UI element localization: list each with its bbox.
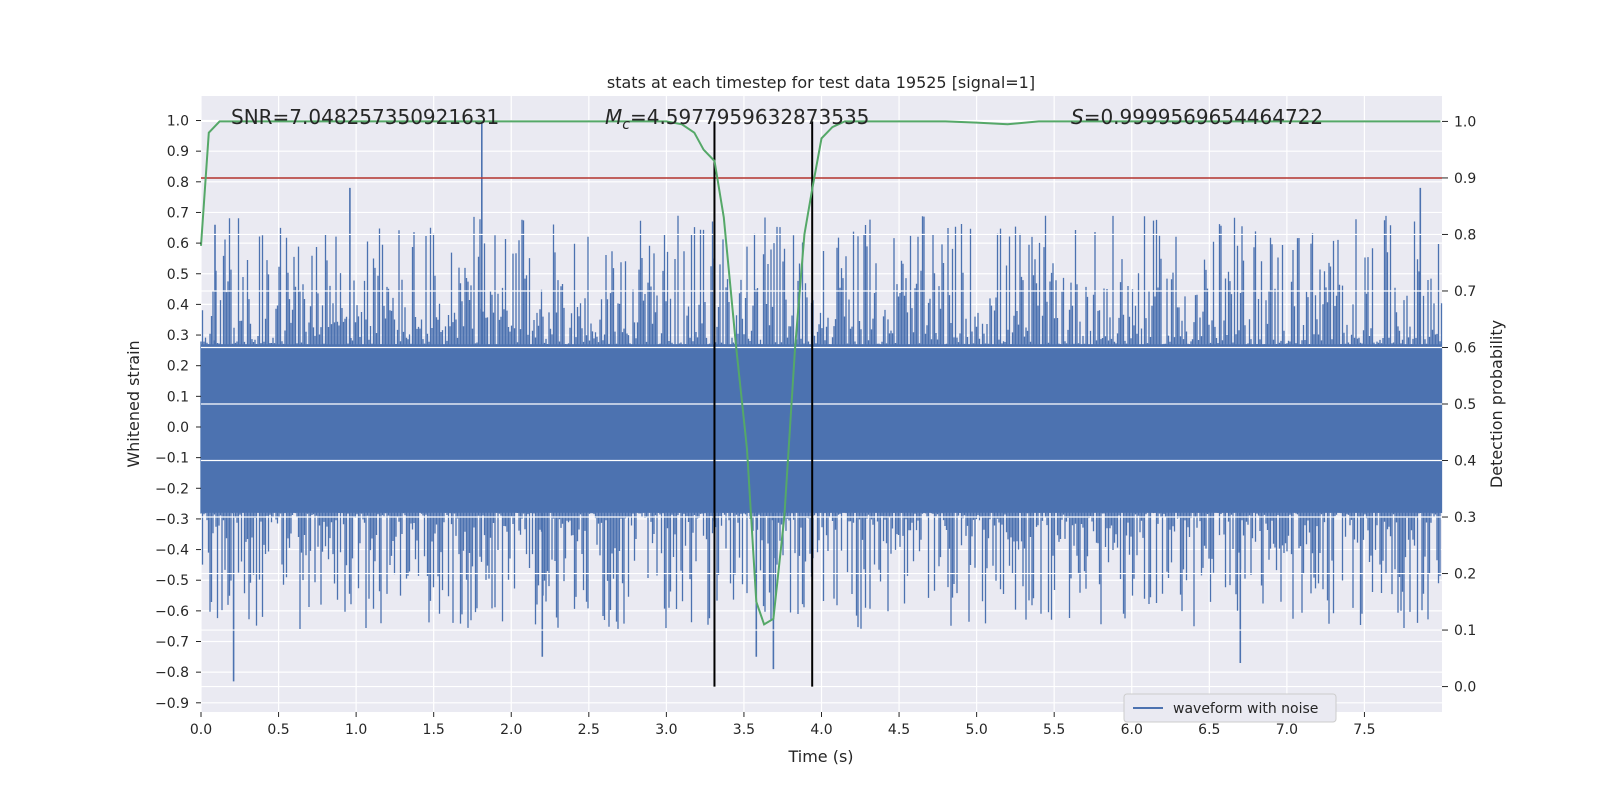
probability-series [200, 120, 1441, 626]
x-tick-label: 7.0 [1276, 722, 1298, 738]
x-axis-label: Time (s) [787, 747, 853, 766]
s-symbol: S [1071, 105, 1084, 129]
y-tick-label: −0.9 [155, 696, 189, 712]
y2-axis-label: Detection probability [1487, 320, 1506, 488]
mc-subscript: c [622, 117, 630, 133]
x-tick-label: 3.5 [733, 722, 755, 738]
y2-tick-label: 0.2 [1454, 567, 1476, 583]
y2-tick-label: 1.0 [1454, 114, 1476, 130]
waveform-spikes [200, 215, 1443, 629]
y2-tick-label: 0.5 [1454, 397, 1476, 413]
y-tick-label: 0.2 [167, 359, 189, 375]
mc-value: =4.5977959632873535 [630, 105, 869, 129]
chirp-mass-annotation: Mc=4.5977959632873535 [605, 105, 869, 133]
y-tick-label: 0.4 [167, 297, 189, 313]
x-tick-label: 0.5 [267, 722, 289, 738]
x-tick-label: 2.5 [578, 722, 600, 738]
x-tick-label: 6.0 [1121, 722, 1143, 738]
y-tick-label: 0.5 [167, 267, 189, 283]
y-tick-label: 0.6 [167, 236, 189, 252]
x-tick-label: 4.5 [888, 722, 910, 738]
y-tick-label: 0.3 [167, 328, 189, 344]
y-tick-label: 0.7 [167, 205, 189, 221]
legend: waveform with noise [1123, 693, 1337, 723]
x-tick-label: 0.0 [190, 722, 212, 738]
legend-box [1123, 693, 1337, 723]
x-tick-label: 4.0 [810, 722, 832, 738]
x-axis-ticks: 0.0 0.5 1.0 1.5 2.0 2.5 3.0 3.5 4.0 4.5 5.0 5.5 6.0 6… [190, 712, 1376, 738]
x-tick-label: 5.0 [965, 722, 987, 738]
y2-tick-label: 0.0 [1454, 680, 1476, 696]
y-tick-label: −0.3 [155, 512, 189, 528]
y2-tick-label: 0.4 [1454, 454, 1476, 470]
s-value: =0.9999569654464722 [1084, 105, 1323, 129]
snr-annotation: SNR=7.048257350921631 [231, 105, 499, 129]
y-axis-ticks: 1.0 0.9 0.8 0.7 0.6 0.5 0.4 0.3 0.2 0.1 0.0 −0.1 −0.… [155, 114, 201, 712]
y2-tick-label: 0.7 [1454, 284, 1476, 300]
y-tick-label: −0.7 [155, 635, 189, 651]
x-tick-label: 6.5 [1198, 722, 1220, 738]
y2-tick-label: 0.9 [1454, 171, 1476, 187]
y2-tick-label: 0.1 [1454, 623, 1476, 639]
legend-entry: waveform with noise [1173, 701, 1318, 717]
x-tick-label: 1.5 [423, 722, 445, 738]
x-tick-label: 3.0 [655, 722, 677, 738]
event-markers [713, 121, 814, 687]
x-tick-label: 2.0 [500, 722, 522, 738]
y2-tick-label: 0.6 [1454, 340, 1476, 356]
waveform-peaks [214, 120, 1422, 682]
x-tick-label: 7.5 [1353, 722, 1375, 738]
y2-axis-ticks: 0.0 0.1 0.2 0.3 0.4 0.5 0.6 0.7 0.8 0.9 1.0 [1442, 114, 1476, 696]
significance-annotation: S=0.9999569654464722 [1071, 105, 1323, 129]
y-tick-label: −0.6 [155, 604, 189, 620]
y-tick-label: −0.1 [155, 451, 189, 467]
x-tick-label: 1.0 [345, 722, 367, 738]
y2-tick-label: 0.3 [1454, 510, 1476, 526]
y-tick-label: −0.2 [155, 481, 189, 497]
y-tick-label: 0.8 [167, 175, 189, 191]
chart-title: stats at each timestep for test data 195… [607, 73, 1035, 92]
mc-symbol: M [605, 105, 622, 129]
y-tick-label: −0.5 [155, 573, 189, 589]
y-tick-label: 0.0 [167, 420, 189, 436]
y-tick-label: 0.1 [167, 389, 189, 405]
y2-tick-label: 0.8 [1454, 227, 1476, 243]
y-tick-label: 1.0 [167, 114, 189, 130]
y-tick-label: −0.4 [155, 543, 189, 559]
x-tick-label: 5.5 [1043, 722, 1065, 738]
y-tick-label: −0.8 [155, 665, 189, 681]
probability-line [200, 120, 1441, 626]
y-tick-label: 0.9 [167, 144, 189, 160]
y-axis-label: Whitened strain [124, 340, 143, 467]
waveform-series [200, 120, 1443, 682]
